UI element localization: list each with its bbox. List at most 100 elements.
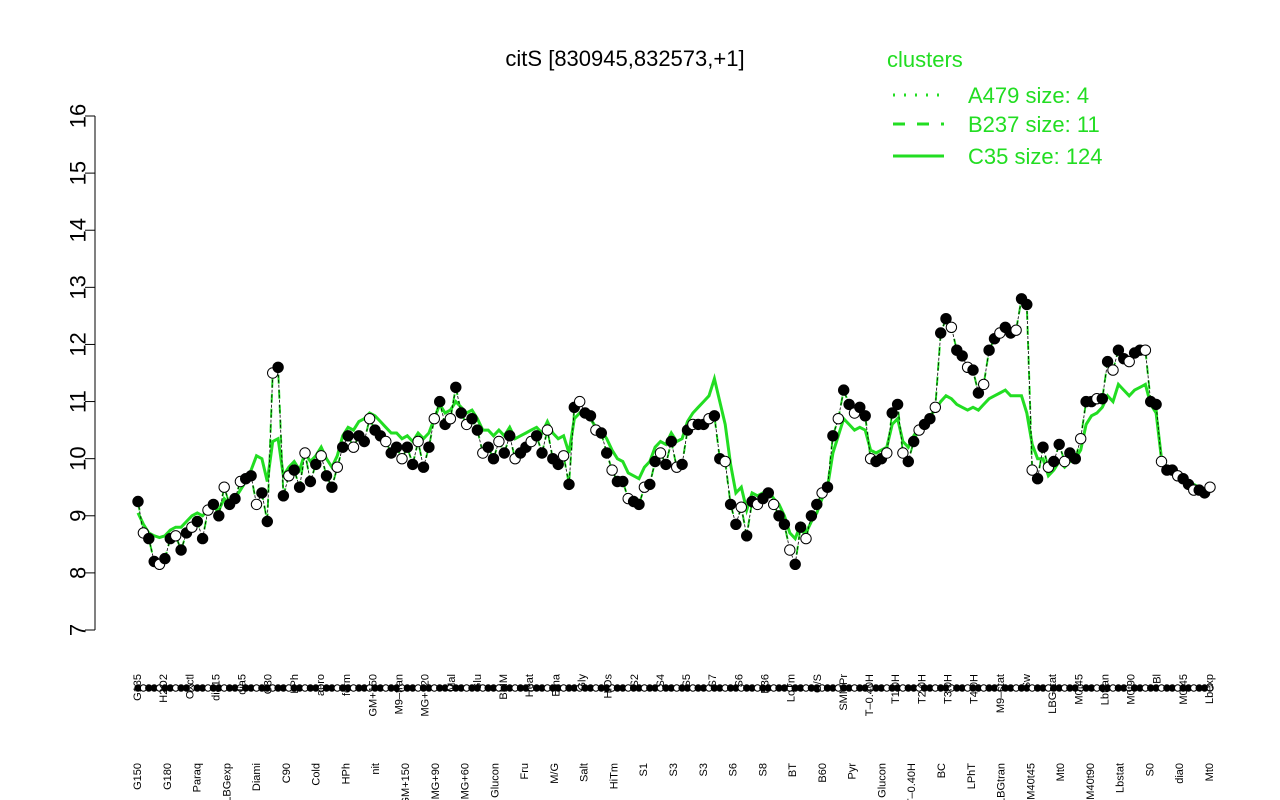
data-point (396, 453, 408, 465)
x-tick-label-lower: LPhT (966, 763, 978, 790)
x-tick-label-upper: T3.0H (943, 674, 955, 704)
data-point (170, 530, 182, 542)
legend-label-c35: C35 size: 124 (968, 144, 1103, 169)
data-point (1026, 464, 1038, 476)
legend: clusters A479 size: 4 B237 size: 11 C35 … (887, 47, 1103, 169)
x-tick-label-upper: H2O2 (158, 674, 170, 703)
data-point (1101, 355, 1114, 368)
x-tick-label-upper: Mal (446, 674, 458, 692)
x-tick-label-lower: G180 (162, 763, 174, 790)
data-point (595, 427, 607, 439)
x-tick-label-upper: T1.0H (890, 674, 902, 704)
data-point (924, 413, 936, 425)
x-tick-label-upper: SMMPr (838, 674, 850, 711)
x-tick-label-lower: LBGexp (221, 763, 233, 800)
data-point (552, 458, 564, 471)
x-tick-label-lower: Lbstat (1115, 763, 1127, 793)
data-point (563, 478, 575, 491)
data-point (272, 361, 284, 373)
data-point (886, 407, 898, 419)
data-point (794, 521, 807, 533)
data-point (654, 447, 667, 459)
data-point (504, 430, 516, 442)
data-point (881, 447, 893, 459)
data-point (649, 455, 661, 468)
data-point (1010, 324, 1022, 336)
data-point (380, 435, 392, 448)
series-line-b237 (137, 296, 1211, 569)
data-point (805, 510, 818, 522)
x-tick-label-lower: Paraq (192, 763, 204, 792)
data-point (935, 327, 947, 339)
x-tick-label-lower: BC (936, 763, 948, 778)
data-point (827, 430, 839, 442)
data-point (891, 398, 904, 411)
data-point (897, 447, 909, 459)
data-point (261, 515, 273, 528)
x-rug (134, 684, 1214, 692)
data-point (1058, 455, 1071, 468)
y-tick-label: 7 (66, 624, 91, 636)
data-point (423, 441, 435, 453)
data-point (859, 410, 871, 422)
y-tick-label: 14 (66, 218, 91, 242)
data-point (196, 532, 209, 545)
series-line-profile (137, 297, 1211, 566)
x-tick-label-lower: G150 (132, 763, 144, 790)
data-point (1096, 393, 1109, 405)
x-tick-label-upper: Lbtran (1099, 674, 1111, 705)
x-tick-label-lower: C90 (281, 763, 293, 783)
data-point (143, 532, 155, 545)
data-point (832, 413, 844, 425)
data-point (557, 450, 570, 462)
x-tick-label-upper: G135 (132, 674, 144, 701)
x-tick-label-upper: M0t90 (1126, 674, 1138, 705)
data-point (347, 441, 360, 453)
data-point (574, 395, 586, 408)
x-tick-label-upper: C30 (263, 674, 275, 694)
x-tick-label-upper: MG+120 (420, 674, 432, 717)
y-axis: 7 8 9 10 11 12 13 14 15 16 (66, 104, 96, 636)
x-tick-label-upper: S6 (733, 674, 745, 687)
data-point (434, 395, 446, 408)
data-point (676, 458, 688, 471)
data-point (455, 407, 467, 419)
x-tick-label-upper: ferm (341, 674, 353, 696)
x-tick-label-upper: LPh (289, 674, 301, 694)
data-point (450, 381, 462, 393)
x-tick-label-upper: S2 (629, 674, 641, 687)
data-point (908, 435, 920, 448)
data-point (633, 498, 645, 511)
series-points (132, 293, 1216, 570)
data-point (530, 430, 543, 442)
x-tick-label-lower: LBGtran (996, 763, 1008, 800)
x-tick-label-upper: S7 (707, 674, 719, 687)
data-point (487, 453, 500, 465)
x-tick-label-upper: Sw (1021, 674, 1033, 689)
x-tick-label-lower: dia0 (1174, 763, 1186, 784)
x-tick-label-lower: nit (370, 763, 382, 775)
data-point (1150, 398, 1162, 411)
data-point (498, 447, 510, 459)
data-point (245, 470, 257, 482)
x-tick-label-upper: M0t45 (1073, 674, 1085, 705)
data-point (811, 498, 823, 511)
x-tick-label-upper: aero (315, 674, 327, 696)
data-point (207, 498, 220, 511)
x-tick-label-lower: B60 (817, 763, 829, 783)
data-point (956, 350, 968, 362)
x-tick-label-lower: MG+90 (430, 763, 442, 799)
x-tick-label-lower: Cold (311, 763, 323, 786)
x-tick-label-lower: Fru (519, 763, 531, 780)
x-tick-label-upper: Lbexp (1204, 674, 1216, 704)
data-point (132, 495, 144, 508)
data-point (213, 510, 225, 522)
data-point (536, 447, 548, 459)
x-tick-label-upper: M0t45 (1178, 674, 1190, 705)
data-point (735, 501, 747, 513)
data-point (719, 455, 731, 468)
x-tick-label-lower: S8 (757, 763, 769, 776)
data-point (315, 450, 327, 462)
y-tick-label: 12 (66, 332, 91, 356)
data-point (159, 552, 171, 565)
